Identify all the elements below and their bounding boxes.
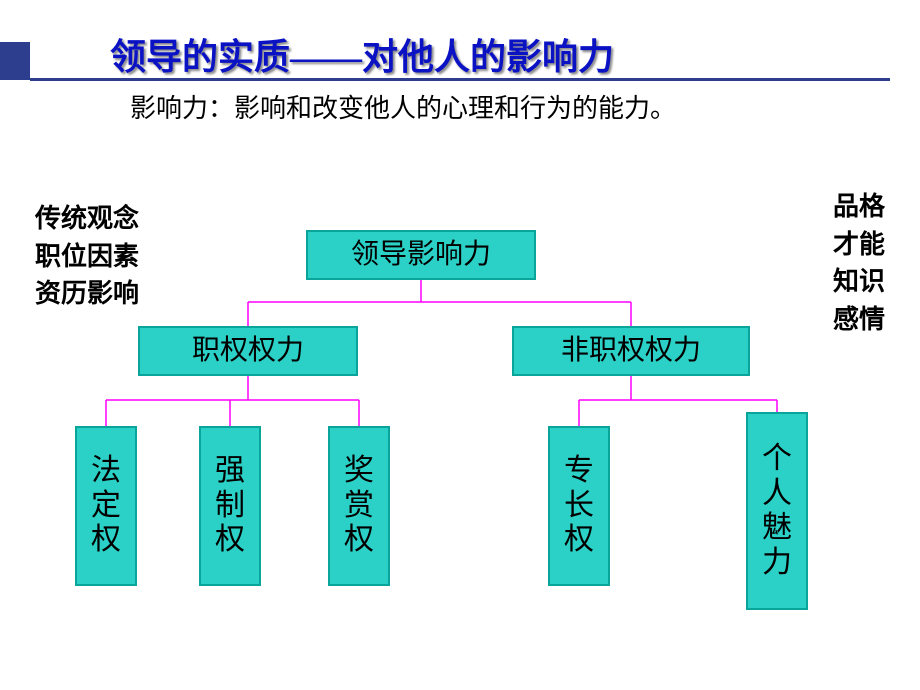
tree-node-label: 个人魅力 (762, 442, 792, 580)
tree-node-label: 强制权 (215, 454, 245, 558)
tree-node-l2: 强制权 (199, 426, 261, 586)
left-label-item: 资历影响 (35, 275, 139, 313)
right-label-item: 才能 (833, 226, 885, 264)
tree-node-label: 领导影响力 (351, 239, 491, 271)
left-label-item: 职位因素 (35, 238, 139, 276)
title-row: 领导的实质——对他人的影响力 (0, 28, 920, 80)
tree-node-label: 职权权力 (192, 335, 304, 367)
tree-node-root: 领导影响力 (306, 230, 536, 280)
tree-node-l1: 法定权 (75, 426, 137, 586)
right-label-item: 品格 (833, 188, 885, 226)
tree-node-label: 专长权 (564, 454, 594, 558)
subtitle: 影响力：影响和改变他人的心理和行为的能力。 (130, 88, 676, 125)
right-label-list: 品格才能知识感情 (833, 188, 885, 339)
tree-node-l5: 个人魅力 (746, 412, 808, 610)
tree-node-label: 奖赏权 (344, 454, 374, 558)
tree-node-midR: 非职权权力 (512, 326, 750, 376)
right-label-item: 感情 (833, 301, 885, 339)
tree-node-l3: 奖赏权 (328, 426, 390, 586)
left-label-item: 传统观念 (35, 200, 139, 238)
title-accent-bar (0, 42, 30, 80)
title-underline (30, 78, 890, 81)
right-label-item: 知识 (833, 263, 885, 301)
page-title: 领导的实质——对他人的影响力 (110, 28, 614, 80)
tree-node-label: 非职权权力 (561, 335, 701, 367)
tree-node-midL: 职权权力 (138, 326, 358, 376)
tree-node-label: 法定权 (91, 454, 121, 558)
tree-node-l4: 专长权 (548, 426, 610, 586)
left-label-list: 传统观念职位因素资历影响 (35, 200, 139, 313)
